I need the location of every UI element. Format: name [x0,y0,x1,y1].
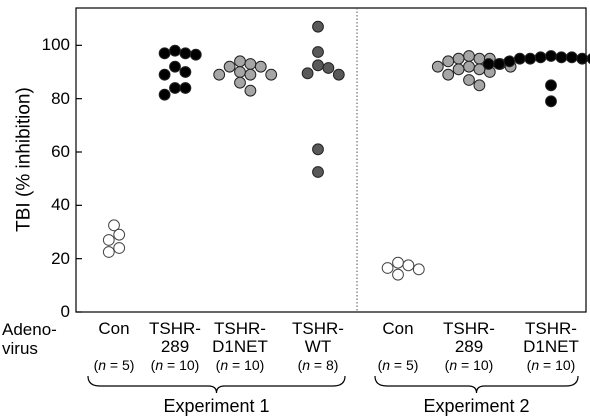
data-point-1-3 [254,60,267,73]
n-label: (n = 8) [297,357,339,373]
data-point-1-3 [234,55,246,68]
data-point-1-2 [169,60,181,73]
data-point-2-1 [402,259,415,272]
data-point-1-4 [322,62,335,74]
category-label: TSHR- 289 [443,319,495,356]
data-point-2-2 [463,74,475,86]
data-point-1-3 [265,68,278,81]
data-point-1-2 [158,47,171,60]
data-point-1-2 [169,82,181,94]
y-tick-label: 60 [51,142,70,161]
n-label: (n = 5) [93,357,135,373]
data-point-2-3 [493,58,505,70]
data-point-2-3 [513,52,526,65]
n-label: (n = 10) [526,357,576,373]
n-label: (n = 10) [215,357,265,373]
n-label: (n = 10) [150,357,200,373]
data-point-1-4 [301,67,314,80]
data-point-2-3 [576,52,589,65]
category-label: TSHR- D1NET [523,319,579,356]
data-point-1-3 [244,68,257,81]
data-point-1-1 [113,242,126,254]
data-point-2-2 [431,60,444,73]
y-tick-label: 20 [51,248,70,268]
data-point-2-2 [452,63,465,76]
data-point-2-2 [463,60,475,73]
data-point-2-3 [545,95,557,108]
data-point-2-2 [442,68,455,81]
category-label: TSHR- 289 [149,319,201,356]
experiment-label: Experiment 1 [163,396,270,416]
y-tick-label: 40 [51,195,70,215]
data-point-2-3 [555,51,568,64]
data-point-2-1 [381,262,394,274]
data-point-2-2 [442,55,455,68]
data-point-1-3 [234,76,246,89]
data-point-1-2 [179,47,192,60]
data-point-1-1 [113,228,126,241]
data-point-2-1 [392,256,404,269]
data-point-1-3 [223,60,236,73]
data-point-2-2 [473,79,486,92]
data-point-1-1 [108,219,120,232]
data-point-1-2 [158,88,171,101]
data-point-2-3 [545,50,557,62]
data-point-1-2 [189,48,202,61]
data-point-2-1 [412,263,425,276]
data-point-1-2 [158,68,171,81]
data-point-2-3 [524,52,537,65]
y-tick-label: 0 [60,302,70,321]
data-point-1-4 [312,59,324,72]
category-label: Con [98,319,130,338]
data-point-1-4 [312,143,324,156]
experiment-bracket [374,375,579,394]
experiment-bracket [87,375,346,394]
data-point-2-1 [392,268,404,281]
data-point-2-3 [565,51,578,64]
data-point-1-2 [179,82,192,94]
data-point-2-3 [586,53,590,64]
plot-frame [75,7,587,313]
category-label: TSHR- D1NET [212,319,268,356]
data-point-2-3 [545,79,557,92]
data-point-1-2 [169,44,181,57]
data-point-1-3 [244,84,257,97]
data-point-1-4 [332,68,345,81]
data-point-1-1 [102,246,115,258]
n-label: (n = 10) [444,357,494,373]
data-point-1-4 [312,46,324,58]
data-point-1-4 [312,20,324,33]
y-tick-label: 100 [41,35,70,55]
data-point-2-3 [482,58,495,70]
data-point-1-3 [213,68,226,81]
data-point-2-3 [534,51,547,64]
y-axis-label: TBI (% inhibition) [13,87,35,232]
data-point-2-3 [503,55,516,68]
data-point-1-3 [234,66,246,78]
n-label: (n = 5) [377,357,419,373]
data-point-2-2 [463,50,475,62]
y-tick-label: 80 [51,88,70,108]
data-point-1-2 [179,66,192,78]
data-point-2-2 [452,52,465,65]
experiment-label: Experiment 2 [423,396,530,416]
row-label-adenovirus: Adeno- virus [2,320,57,358]
category-label: TSHR- WT [292,319,344,356]
data-point-1-1 [102,234,115,246]
data-point-1-3 [244,58,257,70]
category-label: Con [382,319,414,338]
data-point-1-4 [312,166,324,178]
